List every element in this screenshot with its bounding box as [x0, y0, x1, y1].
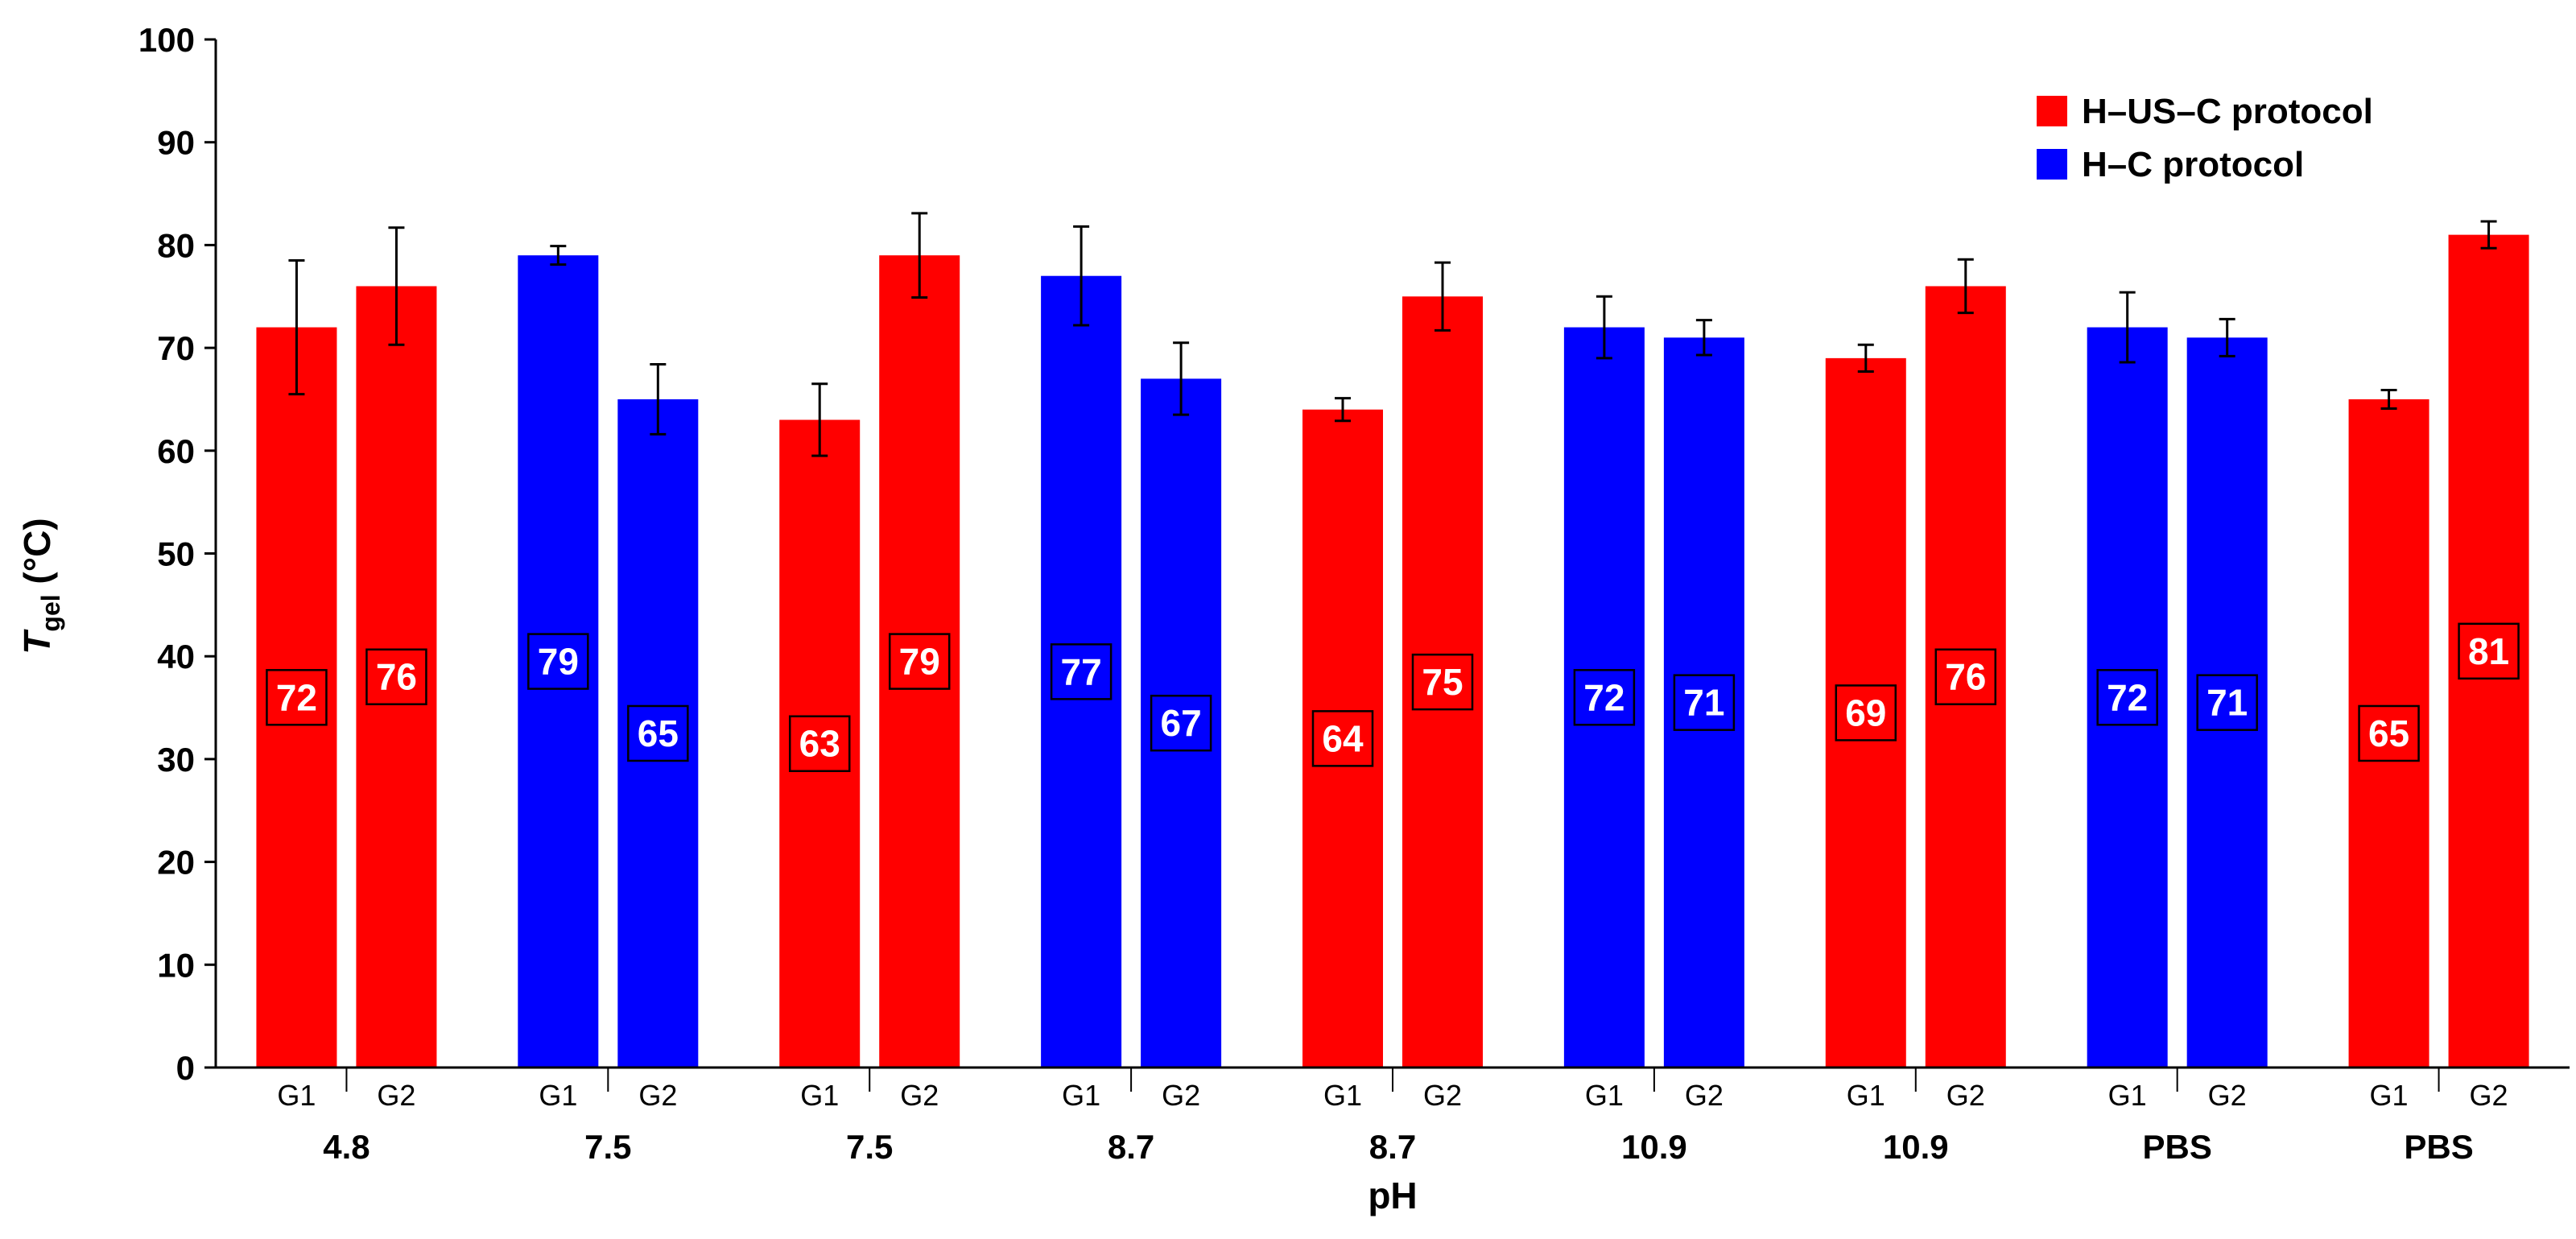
x-category-label: 4.8 — [323, 1128, 369, 1166]
x-category-label: 7.5 — [584, 1128, 631, 1166]
data-label: 72 — [276, 676, 317, 718]
legend-label: H–US–C protocol — [2082, 92, 2373, 131]
x-category-label: 10.9 — [1621, 1128, 1687, 1166]
bar-group: 64 75 — [1302, 261, 1483, 1068]
bar-group: 79 65 — [518, 245, 699, 1068]
data-label-box — [266, 669, 328, 726]
x-axis: G1 G24.8G1 G27.5G1 G27.5G1 G28.7G1 G28.7G1 G21… — [216, 1066, 2570, 1166]
x-subcategory-label: G2 — [377, 1079, 415, 1112]
y-tick-label: 50 — [157, 535, 195, 573]
x-subcategory-label: G2 — [1162, 1079, 1200, 1112]
data-label: 76 — [376, 656, 417, 698]
y-axis-title-unit: (°C) — [16, 518, 58, 594]
data-label: 71 — [2207, 682, 2248, 724]
bar-group: 65 81 — [2348, 220, 2529, 1068]
data-label-box — [2458, 622, 2520, 680]
data-label: 63 — [799, 723, 840, 765]
data-label-box — [1573, 669, 1636, 726]
data-label-box — [627, 704, 689, 762]
x-subcategory-label: G2 — [1685, 1079, 1724, 1112]
x-subcategory-label: G1 — [800, 1079, 839, 1112]
data-label-box — [1150, 694, 1212, 752]
data-label: 76 — [1945, 656, 1986, 698]
data-label: 72 — [2107, 676, 2148, 718]
data-label: 77 — [1061, 650, 1102, 692]
x-category-label: 8.7 — [1369, 1128, 1416, 1166]
y-tick-label: 100 — [138, 21, 195, 59]
x-subcategory-label: G1 — [1323, 1079, 1362, 1112]
x-subcategory-label: G1 — [277, 1079, 316, 1112]
bar-group: 77 67 — [1041, 225, 1222, 1068]
bar-group: 72 71 — [2087, 291, 2268, 1068]
data-label-box — [1050, 643, 1113, 700]
data-label-box — [2358, 704, 2420, 762]
y-axis-title: Tgel (°C) — [16, 518, 65, 654]
bar-group: 72 71 — [1563, 295, 1744, 1068]
data-label: 67 — [1161, 702, 1202, 744]
y-tick-label: 10 — [157, 946, 195, 984]
x-category-label: 8.7 — [1108, 1128, 1154, 1166]
bar-group: 69 76 — [1825, 258, 2006, 1068]
x-subcategory-label: G1 — [2108, 1079, 2147, 1112]
y-tick-label: 90 — [157, 124, 195, 162]
x-subcategory-label: G2 — [638, 1079, 677, 1112]
data-label-box — [1411, 653, 1474, 711]
x-subcategory-label: G1 — [1847, 1079, 1885, 1112]
y-tick-label: 60 — [157, 432, 195, 470]
bar-group: 63 79 — [779, 212, 960, 1068]
x-subcategory-label: G2 — [2470, 1079, 2508, 1112]
bar-group: 72 76 — [256, 226, 437, 1068]
x-category-label: PBS — [2142, 1128, 2211, 1166]
bars: 72 76 79 65 63 79 77 67 64 75 72 71 69 76 72 71 65 81 — [256, 212, 2529, 1068]
x-axis-title: pH — [1368, 1175, 1417, 1216]
legend-label: H–C protocol — [2082, 145, 2304, 184]
x-subcategory-label: G2 — [1423, 1079, 1462, 1112]
legend: H–US–C protocol H–C protocol — [2037, 92, 2373, 184]
y-tick-label: 70 — [157, 329, 195, 367]
data-label: 72 — [1583, 676, 1624, 718]
data-label-box — [1311, 710, 1374, 767]
x-subcategory-label: G1 — [539, 1079, 577, 1112]
y-tick-label: 0 — [176, 1049, 195, 1087]
x-category-label: PBS — [2404, 1128, 2473, 1166]
data-label: 79 — [538, 641, 579, 683]
data-label-box — [365, 648, 427, 705]
data-label: 79 — [899, 641, 940, 683]
legend-swatch — [2037, 96, 2067, 126]
y-axis-title-symbol: T — [16, 629, 58, 655]
x-subcategory-label: G2 — [900, 1079, 939, 1112]
y-axis-title-subscript: gel — [36, 594, 65, 631]
x-subcategory-label: G2 — [1946, 1079, 1985, 1112]
data-label: 71 — [1683, 682, 1724, 724]
data-label-box — [1673, 674, 1736, 731]
x-category-label: 10.9 — [1883, 1128, 1949, 1166]
data-label-box — [1835, 684, 1897, 741]
y-axis: 0 10 20 30 40 50 60 70 80 90 100 — [138, 21, 217, 1087]
y-tick-label: 80 — [157, 226, 195, 264]
data-label-box — [1934, 648, 1997, 705]
x-category-label: 7.5 — [846, 1128, 893, 1166]
data-label-box — [2096, 669, 2158, 726]
y-tick-label: 40 — [157, 638, 195, 675]
y-tick-label: 20 — [157, 844, 195, 882]
data-label-box — [2196, 674, 2258, 731]
data-label: 65 — [638, 712, 679, 754]
data-label: 69 — [1845, 692, 1886, 733]
x-subcategory-label: G1 — [1585, 1079, 1624, 1112]
y-tick-label: 30 — [157, 741, 195, 779]
data-label: 65 — [2368, 712, 2409, 754]
x-subcategory-label: G1 — [1062, 1079, 1100, 1112]
x-subcategory-label: G1 — [2370, 1079, 2409, 1112]
legend-swatch — [2037, 149, 2067, 180]
data-label-box — [788, 715, 851, 772]
data-label-box — [888, 633, 951, 690]
x-subcategory-label: G2 — [2208, 1079, 2247, 1112]
data-label-box — [527, 633, 589, 690]
data-label: 81 — [2468, 630, 2509, 672]
data-label: 64 — [1322, 717, 1364, 759]
data-label: 75 — [1422, 661, 1463, 703]
